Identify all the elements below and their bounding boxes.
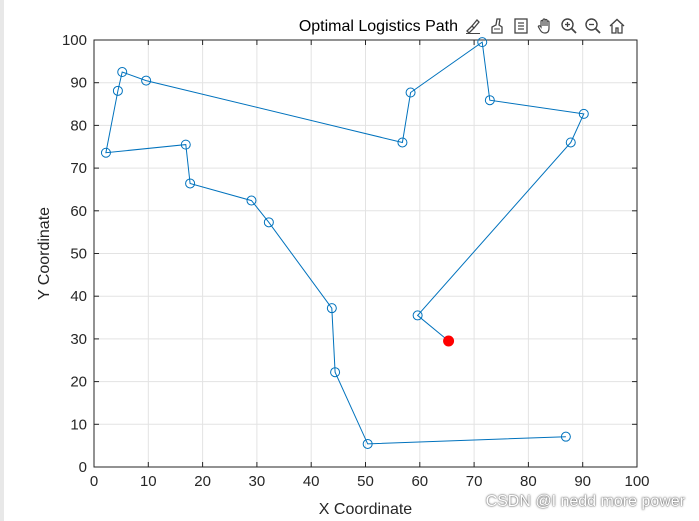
legend-icon[interactable]	[510, 15, 532, 37]
y-axis-title: Y Coordinate	[36, 207, 53, 300]
y-tick-label: 100	[62, 32, 87, 49]
route-line	[105, 41, 585, 445]
x-tick-label: 100	[624, 473, 649, 490]
route-point	[326, 303, 337, 314]
x-axis-title: X Coordinate	[319, 501, 412, 518]
route-point	[112, 85, 123, 96]
y-tick-label: 20	[70, 374, 87, 391]
y-tick-label: 0	[79, 459, 87, 476]
x-tick-label: 30	[249, 473, 266, 490]
route-point	[560, 431, 571, 442]
route-point	[141, 75, 152, 86]
x-ticks: 0 10 20 30 40 50 60 70 80 90 100	[90, 40, 650, 490]
x-tick-label: 60	[411, 473, 428, 490]
x-tick-label: 90	[574, 473, 591, 490]
route-series	[105, 41, 585, 445]
x-tick-label: 20	[194, 473, 211, 490]
y-tick-label: 80	[70, 117, 87, 134]
grid	[93, 39, 638, 468]
route-point	[565, 137, 576, 148]
x-tick-label: 0	[90, 473, 98, 490]
x-tick-label: 40	[303, 473, 320, 490]
route-point	[362, 438, 373, 449]
x-tick-label: 80	[520, 473, 537, 490]
route-point	[185, 178, 196, 189]
route-point	[117, 67, 128, 78]
x-tick-label: 10	[140, 473, 157, 490]
zoom-out-icon[interactable]	[582, 15, 604, 37]
y-tick-label: 50	[70, 246, 87, 263]
y-tick-label: 30	[70, 331, 87, 348]
erase-icon[interactable]	[486, 15, 508, 37]
route-point	[578, 108, 589, 119]
route-point	[397, 137, 408, 148]
x-tick-label: 50	[357, 473, 374, 490]
route-point	[263, 217, 274, 228]
y-tick-label: 60	[70, 203, 87, 220]
x-tick-label: 70	[466, 473, 483, 490]
zoom-in-icon[interactable]	[558, 15, 580, 37]
y-tick-label: 90	[70, 75, 87, 92]
home-icon[interactable]	[606, 15, 628, 37]
route-point	[477, 37, 488, 48]
watermark: CSDN @I nedd more power	[485, 493, 685, 510]
y-ticks: 0 10 20 30 40 50 60 70 80 90 100	[62, 32, 637, 476]
axes-toolbar	[462, 12, 628, 40]
route-point	[412, 310, 423, 321]
route-point	[100, 147, 111, 158]
y-tick-label: 10	[70, 416, 87, 433]
route-point	[405, 87, 416, 98]
route-point	[330, 367, 341, 378]
y-tick-label: 70	[70, 160, 87, 177]
route-point	[180, 139, 191, 150]
brush-icon[interactable]	[462, 15, 484, 37]
chart-title: Optimal Logistics Path	[299, 18, 458, 35]
window-edge	[0, 0, 4, 521]
pan-hand-icon[interactable]	[534, 15, 556, 37]
route-point	[246, 195, 257, 206]
start-point	[443, 335, 455, 347]
route-markers	[100, 37, 589, 449]
y-tick-label: 40	[70, 288, 87, 305]
route-point	[484, 95, 495, 106]
